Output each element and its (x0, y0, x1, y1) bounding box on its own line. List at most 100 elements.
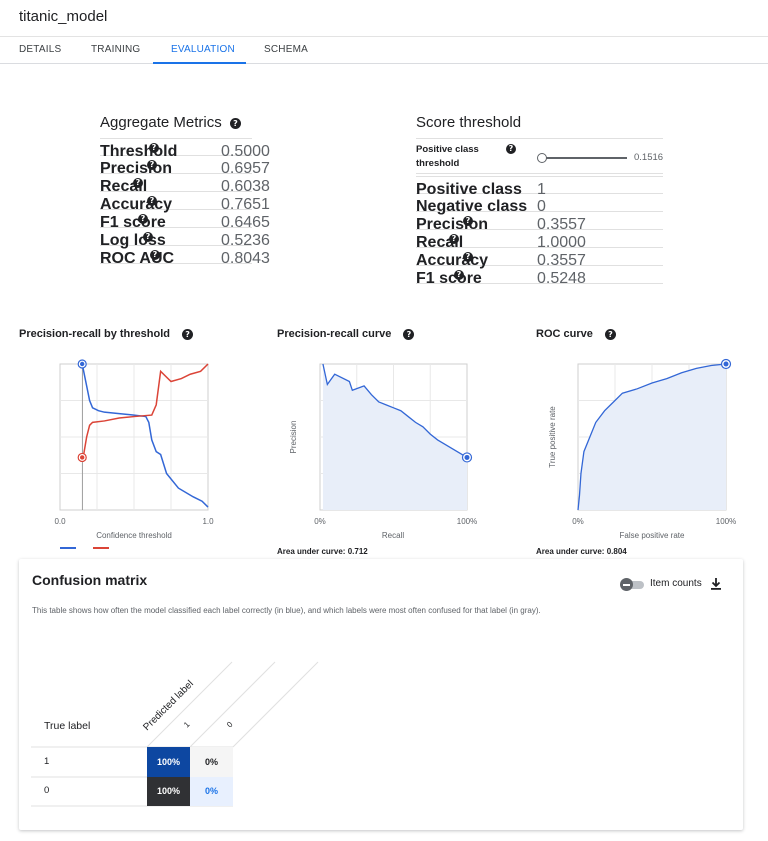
cm-cell-1-1: 100% (147, 747, 190, 777)
help-icon[interactable]: ? (182, 328, 194, 340)
prc-marks (322, 363, 473, 510)
help-icon[interactable]: ? (147, 160, 157, 170)
metric-row: Negative class 0 (416, 194, 663, 215)
active-tab-indicator (153, 62, 246, 64)
roc-marks (577, 358, 732, 511)
metric-row: Threshold? 0.5000 (100, 138, 270, 160)
slider-track[interactable] (541, 157, 627, 159)
row-label-1: 1 (44, 756, 50, 767)
metric-label: F1 score (100, 214, 166, 231)
cm-cell-0-1: 100% (147, 777, 190, 806)
help-icon[interactable]: ? (449, 234, 459, 244)
metric-value: 1.0000 (537, 234, 586, 251)
help-icon[interactable]: ? (403, 328, 415, 340)
metric-row: F1 score? 0.6465 (100, 210, 270, 231)
metric-label: Negative class (416, 198, 528, 215)
tab-details[interactable]: DETAILS (19, 44, 62, 55)
tab-evaluation[interactable]: EVALUATION (171, 44, 235, 55)
prt-xmin-label: 0.0 (54, 517, 66, 526)
prt-title-text: Precision-recall by threshold (19, 328, 170, 340)
diag-line (146, 661, 233, 748)
confusion-matrix-description: This table shows how often the model cla… (32, 606, 541, 615)
true-label-header: True label (44, 720, 91, 732)
row-label-0: 0 (44, 785, 50, 796)
help-icon[interactable]: ? (149, 143, 159, 153)
roc-line (577, 363, 727, 511)
item-counts-toggle[interactable] (620, 578, 644, 591)
recall-line (81, 363, 209, 458)
roc-chart-title: ROC curve ? (536, 328, 616, 340)
metric-value: 0.3557 (537, 216, 586, 233)
prt-xmax-label: 1.0 (202, 517, 214, 526)
aggregate-metrics-heading: Aggregate Metrics ? (100, 114, 241, 131)
prc-auc: Area under curve: 0.712 (277, 547, 368, 556)
help-icon[interactable]: ? (147, 196, 157, 206)
diag-line (189, 661, 276, 748)
tab-bar: DETAILS TRAINING EVALUATION SCHEMA (0, 36, 768, 64)
help-icon[interactable]: ? (463, 216, 473, 226)
precision-line (81, 363, 209, 508)
col-label-1: 1 (182, 720, 192, 730)
toggle-track (626, 581, 644, 589)
prc-xlabel: Recall (382, 531, 404, 540)
help-icon[interactable]: ? (150, 250, 160, 260)
roc-xmax-label: 100% (716, 517, 736, 526)
metric-row: Positive class 1 (416, 176, 663, 198)
prt-marks (77, 359, 209, 510)
prc-marker-dot (464, 454, 470, 460)
metric-value: 0 (537, 198, 546, 215)
confusion-matrix-grid: Predicted label 1 0 (31, 661, 319, 807)
help-icon[interactable]: ? (133, 178, 143, 188)
help-icon[interactable]: ? (229, 117, 241, 129)
help-icon[interactable]: ? (506, 144, 516, 154)
metric-value: 0.6957 (221, 160, 270, 177)
metric-row: ROC AUC? 0.8043 (100, 246, 270, 267)
metric-row: Log loss? 0.5236 (100, 228, 270, 249)
metric-row: Accuracy? 0.7651 (100, 192, 270, 213)
roc-auc: Area under curve: 0.804 (536, 547, 627, 556)
series-marker-dot (80, 455, 85, 460)
help-icon[interactable]: ? (138, 214, 148, 224)
help-icon[interactable]: ? (463, 252, 473, 262)
prc-ylabel: Precision (289, 421, 298, 454)
aggregate-metrics-title: Aggregate Metrics (100, 114, 222, 131)
item-counts-label: Item counts (650, 578, 702, 589)
metric-row: Recall? 0.6038 (100, 174, 270, 195)
cm-cell-1-0: 0% (190, 747, 233, 777)
metric-value: 0.5248 (537, 270, 586, 287)
prc-xmin-label: 0% (314, 517, 326, 526)
metric-label: Positive class (416, 181, 522, 198)
metric-row: Precision? 0.6957 (100, 156, 270, 177)
prt-grid (60, 364, 208, 510)
tab-training[interactable]: TRAINING (91, 44, 141, 55)
slider-label-line1: Positive class (416, 144, 479, 155)
roc-title-text: ROC curve (536, 328, 593, 340)
roc-xlabel: False positive rate (620, 531, 685, 540)
metric-value: 0.8043 (221, 250, 270, 267)
prt-xlabel: Confidence threshold (96, 531, 172, 540)
slider-label: Positive class threshold (416, 143, 479, 171)
col-label-0: 0 (225, 720, 235, 730)
tab-schema[interactable]: SCHEMA (264, 44, 308, 55)
help-icon[interactable]: ? (604, 328, 616, 340)
charts-svg: 0.0 1.0 Confidence threshold 0% 100% Rec… (54, 358, 736, 556)
download-icon[interactable] (710, 577, 722, 591)
metric-value: 0.3557 (537, 252, 586, 269)
prc-area (322, 364, 467, 510)
metric-value: 0.7651 (221, 196, 270, 213)
series-marker-dot (80, 361, 85, 367)
metric-value: 0.5000 (221, 143, 270, 160)
prt-chart-title: Precision-recall by threshold ? (19, 328, 194, 340)
confusion-matrix-card: Confusion matrix Item counts This table … (19, 559, 743, 830)
roc-xmin-label: 0% (572, 517, 584, 526)
slider-value: 0.1516 (634, 152, 664, 163)
slider-thumb[interactable] (537, 153, 547, 163)
metric-row: F1 score? 0.5248 (416, 266, 663, 287)
score-threshold-heading: Score threshold (416, 114, 522, 131)
prc-line (322, 363, 468, 458)
threshold-slider-row: Positive class threshold ? 0.1516 (416, 138, 663, 174)
model-title: titanic_model (19, 8, 108, 25)
metric-label: F1 score (416, 270, 482, 287)
help-icon[interactable]: ? (143, 232, 153, 242)
help-icon[interactable]: ? (454, 270, 464, 280)
